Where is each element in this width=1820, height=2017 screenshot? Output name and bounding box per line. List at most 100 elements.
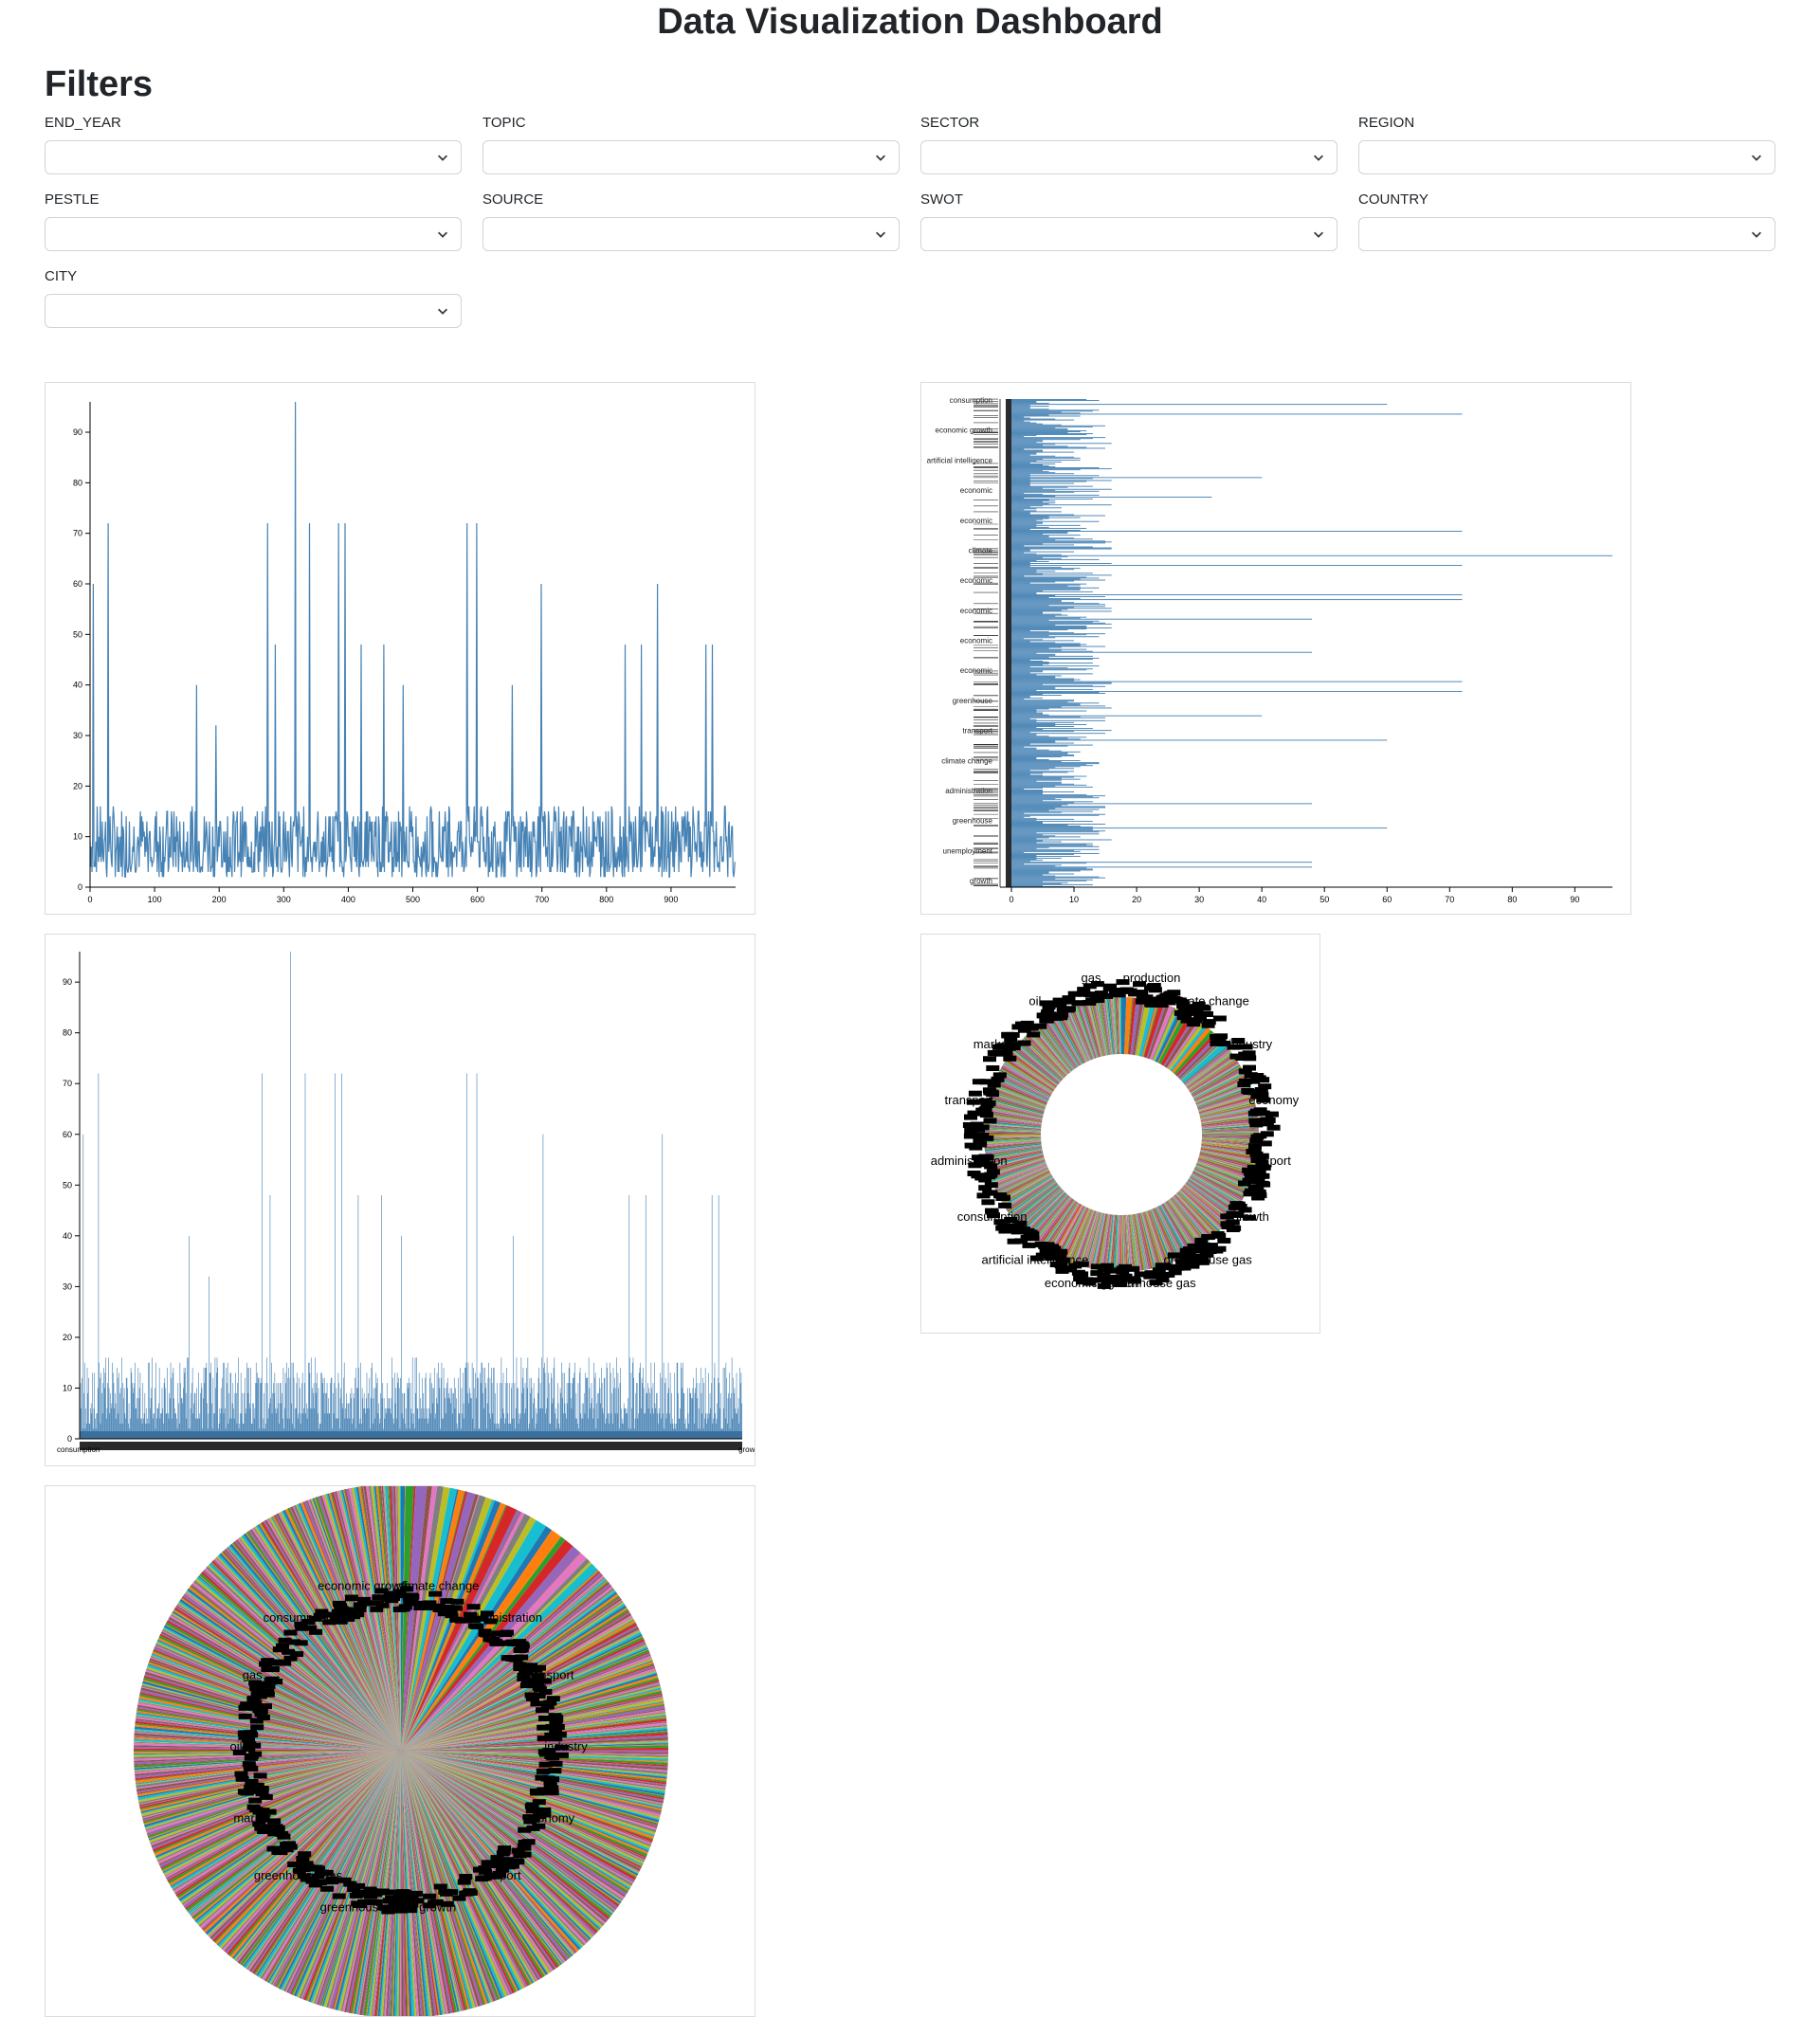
pie-slice (310, 1499, 401, 1751)
bar (1011, 725, 1056, 726)
bar (665, 1418, 667, 1439)
pie-slice (401, 1663, 654, 1751)
bar (563, 1372, 565, 1439)
slice-label-clutter (319, 1869, 334, 1876)
pie-slice (1194, 1166, 1247, 1190)
pie-slice (401, 1751, 605, 1926)
chevron-down-icon (438, 154, 447, 161)
pie-slice (1045, 1019, 1078, 1068)
bar (553, 1368, 555, 1439)
pie-slice (401, 1546, 580, 1751)
pie-slice (986, 1150, 1043, 1162)
pie-slice (983, 1133, 1041, 1135)
bar (650, 1362, 652, 1439)
pie-slice (1167, 1200, 1200, 1248)
pie-slice (247, 1751, 401, 1972)
pie-slice (1195, 1165, 1248, 1189)
bar (353, 1392, 355, 1439)
source-select[interactable] (482, 217, 900, 251)
pie-slice (1010, 1182, 1058, 1218)
bar (1011, 446, 1087, 448)
bar (463, 1372, 464, 1439)
bar (612, 1368, 614, 1439)
pie-slice (1188, 1057, 1236, 1090)
pie-slice (1094, 1213, 1106, 1270)
pie-slice (401, 1745, 668, 1751)
bar (449, 1388, 451, 1439)
pie-slice (177, 1602, 401, 1751)
bar (1011, 489, 1056, 491)
end-year-select[interactable] (45, 140, 462, 174)
bar (1011, 857, 1037, 858)
pie-slice (1153, 1208, 1177, 1261)
pie-slice (307, 1499, 401, 1751)
bar (429, 1372, 431, 1439)
slice-label-clutter (1180, 1017, 1194, 1024)
bar (1011, 574, 1112, 576)
slice-label-clutter (524, 1663, 538, 1669)
pie-slice (1083, 1002, 1100, 1058)
pie-slice (984, 1129, 1042, 1133)
pie-slice (1201, 1119, 1259, 1127)
pie-slice (134, 1751, 401, 1769)
pie-slice (401, 1491, 476, 1751)
pie-slice (1136, 1213, 1147, 1270)
pie-slice (401, 1658, 652, 1751)
pie-slice (145, 1751, 401, 1830)
bar (295, 1408, 296, 1440)
bar (555, 1408, 556, 1440)
swot-select[interactable] (920, 217, 1338, 251)
bar (1011, 482, 1030, 483)
slice-label-clutter (1053, 1002, 1067, 1008)
slice-label-clutter (992, 1072, 1007, 1079)
bar (471, 1362, 473, 1439)
sector-select[interactable] (920, 140, 1338, 174)
topic-select[interactable] (482, 140, 900, 174)
bar (446, 1377, 448, 1439)
slice-label-clutter (1255, 1092, 1269, 1099)
y-tick-label: 30 (63, 1281, 72, 1291)
bar (170, 1362, 172, 1439)
pie-slice (401, 1751, 476, 2008)
bar (401, 1413, 403, 1439)
category-axis-band (1006, 399, 1011, 887)
bar (392, 1418, 394, 1439)
pie-slice (366, 1751, 401, 2016)
pie-slice (999, 1070, 1050, 1098)
pie-slice (1175, 1193, 1215, 1236)
pie-slice (401, 1664, 655, 1751)
bar (1011, 463, 1056, 464)
slice-label-clutter (998, 1227, 1012, 1234)
pie-slice (401, 1751, 666, 1790)
pie-slice (1186, 1053, 1233, 1087)
slice-label-clutter (1258, 1140, 1272, 1147)
pie-slice (401, 1751, 629, 1892)
city-select[interactable] (45, 294, 462, 328)
pestle-select[interactable] (45, 217, 462, 251)
pie-slice (1122, 1215, 1125, 1273)
pie-slice (401, 1751, 590, 1941)
bar (1011, 793, 1044, 795)
pie-slice (1110, 1214, 1116, 1272)
bar (1011, 493, 1044, 495)
country-select[interactable] (1358, 217, 1775, 251)
pie-slice (1200, 1112, 1258, 1122)
pie-slice (1189, 1177, 1238, 1209)
pie-slice (1079, 1210, 1098, 1266)
pie-slice (1133, 1214, 1142, 1271)
bar (176, 1418, 177, 1439)
bar (144, 1392, 146, 1439)
pie-slice (1113, 1214, 1118, 1272)
bar (646, 1392, 647, 1439)
pie-slice (401, 1751, 668, 1757)
pie-slice (351, 1487, 401, 1751)
pie-slice (1149, 1209, 1170, 1264)
slice-label-clutter (1217, 1237, 1231, 1244)
pie-slice (1036, 1197, 1072, 1244)
bar (705, 1413, 707, 1439)
region-select[interactable] (1358, 140, 1775, 174)
pie-slice (401, 1588, 615, 1751)
slice-label-clutter (1040, 1017, 1054, 1024)
bar (1011, 671, 1044, 673)
bar (368, 1408, 370, 1440)
